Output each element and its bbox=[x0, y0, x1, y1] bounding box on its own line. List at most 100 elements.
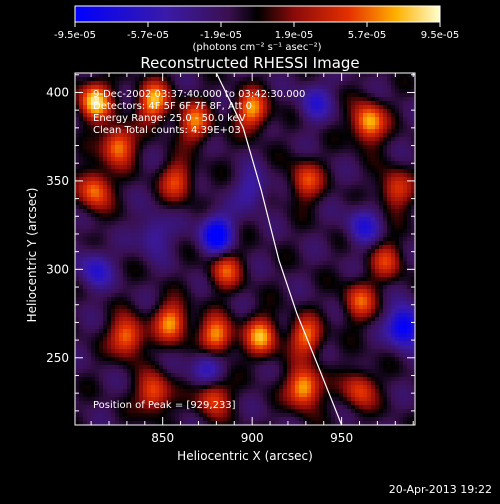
heatmap-cell bbox=[159, 273, 163, 277]
heatmap-cell bbox=[163, 145, 167, 149]
heatmap-cell bbox=[323, 269, 327, 273]
heatmap-cell bbox=[335, 221, 339, 225]
heatmap-cell bbox=[371, 213, 375, 217]
heatmap-cell bbox=[251, 233, 255, 237]
heatmap-cell bbox=[251, 253, 255, 257]
heatmap-cell bbox=[139, 81, 143, 85]
heatmap-cell bbox=[319, 73, 323, 77]
heatmap-cell bbox=[147, 145, 151, 149]
heatmap-cell bbox=[283, 301, 287, 305]
heatmap-cell bbox=[211, 269, 215, 273]
heatmap-cell bbox=[403, 289, 407, 293]
heatmap-cell bbox=[263, 157, 267, 161]
heatmap-cell bbox=[259, 293, 263, 297]
heatmap-cell bbox=[211, 233, 215, 237]
heatmap-cell bbox=[375, 193, 379, 197]
heatmap-cell bbox=[275, 157, 279, 161]
heatmap-cell bbox=[247, 281, 251, 285]
heatmap-cell bbox=[395, 153, 399, 157]
heatmap-cell bbox=[299, 189, 303, 193]
heatmap-cell bbox=[99, 177, 103, 181]
heatmap-cell bbox=[335, 281, 339, 285]
heatmap-cell bbox=[103, 201, 107, 205]
chart-title: Reconstructed RHESSI Image bbox=[140, 54, 359, 72]
heatmap-cell bbox=[303, 277, 307, 281]
heatmap-cell bbox=[151, 185, 155, 189]
heatmap-cell bbox=[323, 81, 327, 85]
heatmap-cell bbox=[307, 153, 311, 157]
heatmap-cell bbox=[391, 289, 395, 293]
heatmap-cell bbox=[291, 101, 295, 105]
heatmap-cell bbox=[235, 297, 239, 301]
heatmap-cell bbox=[155, 145, 159, 149]
heatmap-cell bbox=[79, 277, 83, 281]
heatmap-cell bbox=[267, 269, 271, 273]
heatmap-cell bbox=[323, 229, 327, 233]
heatmap-cell bbox=[79, 237, 83, 241]
heatmap-cell bbox=[75, 261, 79, 265]
heatmap-cell bbox=[79, 77, 83, 81]
heatmap-cell bbox=[167, 193, 171, 197]
heatmap-cell bbox=[255, 269, 259, 273]
heatmap-cell bbox=[111, 221, 115, 225]
heatmap-cell bbox=[251, 257, 255, 261]
heatmap-cell bbox=[319, 161, 323, 165]
heatmap-cell bbox=[231, 205, 235, 209]
heatmap-cell bbox=[367, 81, 371, 85]
heatmap-cell bbox=[275, 197, 279, 201]
heatmap-cell bbox=[115, 205, 119, 209]
heatmap-cell bbox=[171, 273, 175, 277]
heatmap-cell bbox=[131, 257, 135, 261]
heatmap-cell bbox=[247, 201, 251, 205]
heatmap-cell bbox=[107, 285, 111, 289]
heatmap-cell bbox=[319, 229, 323, 233]
heatmap-cell bbox=[407, 141, 411, 145]
heatmap-cell bbox=[283, 81, 287, 85]
heatmap-cell bbox=[243, 289, 247, 293]
heatmap-cell bbox=[259, 233, 263, 237]
heatmap-cell bbox=[203, 277, 207, 281]
heatmap-cell bbox=[123, 201, 127, 205]
heatmap-cell bbox=[139, 281, 143, 285]
heatmap-cell bbox=[379, 109, 383, 113]
heatmap-cell bbox=[399, 109, 403, 113]
heatmap-cell bbox=[307, 133, 311, 137]
heatmap-cell bbox=[267, 241, 271, 245]
heatmap-cell bbox=[191, 173, 195, 177]
heatmap-cell bbox=[363, 173, 367, 177]
heatmap-cell bbox=[223, 257, 227, 261]
heatmap-cell bbox=[399, 277, 403, 281]
heatmap-cell bbox=[103, 225, 107, 229]
heatmap-cell bbox=[319, 273, 323, 277]
heatmap-cell bbox=[283, 105, 287, 109]
heatmap-cell bbox=[211, 289, 215, 293]
heatmap-cell bbox=[247, 113, 251, 117]
heatmap-cell bbox=[387, 85, 391, 89]
heatmap-cell bbox=[223, 209, 227, 213]
heatmap-cell bbox=[331, 245, 335, 249]
heatmap-cell bbox=[327, 277, 331, 281]
heatmap-cell bbox=[211, 165, 215, 169]
heatmap-cell bbox=[195, 193, 199, 197]
heatmap-cell bbox=[235, 177, 239, 181]
heatmap-cell bbox=[195, 249, 199, 253]
heatmap-cell bbox=[367, 249, 371, 253]
heatmap-cell bbox=[195, 205, 199, 209]
heatmap-cell bbox=[407, 221, 411, 225]
heatmap-cell bbox=[327, 297, 331, 301]
heatmap-cell bbox=[223, 289, 227, 293]
heatmap-cell bbox=[155, 297, 159, 301]
heatmap-cell bbox=[407, 293, 411, 297]
heatmap-cell bbox=[287, 177, 291, 181]
heatmap-cell bbox=[299, 233, 303, 237]
heatmap-cell bbox=[303, 73, 307, 77]
heatmap-cell bbox=[303, 165, 307, 169]
heatmap-cell bbox=[331, 277, 335, 281]
heatmap-cell bbox=[211, 305, 215, 309]
heatmap-cell bbox=[215, 209, 219, 213]
heatmap-cell bbox=[215, 177, 219, 181]
heatmap-cell bbox=[395, 141, 399, 145]
heatmap-cell bbox=[95, 277, 99, 281]
heatmap-cell bbox=[95, 81, 99, 85]
heatmap-cell bbox=[335, 237, 339, 241]
